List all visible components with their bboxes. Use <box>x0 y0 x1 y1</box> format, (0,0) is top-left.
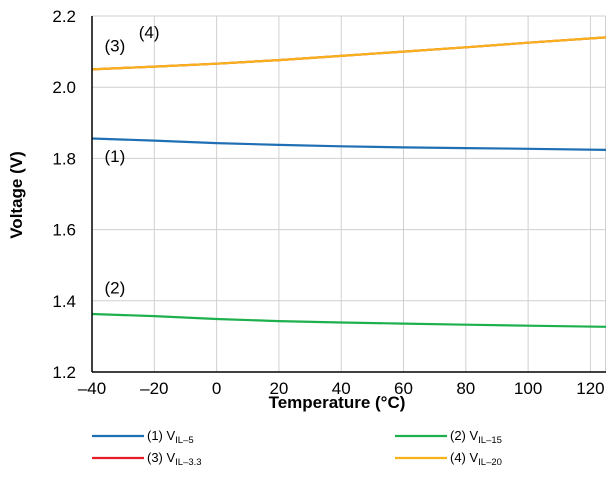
y-tick-label: 1.2 <box>52 363 76 382</box>
legend-entry: (4) VIL–20 <box>450 450 502 468</box>
y-tick-label: 2.0 <box>52 78 76 97</box>
series-annotations: (1) (2) (3) (4) <box>104 23 159 298</box>
y-axis-title: Voltage (V) <box>7 151 26 239</box>
axes <box>91 16 606 373</box>
series-line <box>91 312 606 328</box>
x-tick-label: 80 <box>456 379 475 398</box>
y-tick-label: 2.2 <box>52 7 76 26</box>
x-tick-label: 100 <box>514 379 542 398</box>
x-axis-title: Temperature (°C) <box>269 393 406 412</box>
tick-labels: –40 –20 0 20 40 60 80 100 120 1.2 1.4 1.6 1.8 2.0 2.2 <box>52 7 604 398</box>
legend-entry: (2) VIL–15 <box>450 428 502 446</box>
series-line <box>91 36 606 71</box>
x-tick-label: 40 <box>332 379 351 398</box>
x-tick-label: –40 <box>78 379 106 398</box>
x-tick-label: –20 <box>140 379 168 398</box>
series-annotation: (4) <box>139 23 160 42</box>
series-annotation: (3) <box>104 37 125 56</box>
series-lines <box>91 36 606 328</box>
legend-entry: (1) VIL–5 <box>147 428 194 446</box>
legend: (1) VIL–5 (2) VIL–15 (3) VIL–3.3 (4) VIL–20 <box>92 428 502 468</box>
x-tick-label: 60 <box>394 379 413 398</box>
y-tick-label: 1.6 <box>52 221 76 240</box>
grid-lines <box>92 15 606 372</box>
legend-entry: (3) VIL–3.3 <box>147 450 202 468</box>
series-annotation: (1) <box>104 147 125 166</box>
y-tick-label: 1.8 <box>52 149 76 168</box>
series-annotation: (2) <box>104 279 125 298</box>
x-tick-label: 0 <box>212 379 221 398</box>
x-tick-label: 120 <box>576 379 604 398</box>
x-tick-label: 20 <box>269 379 288 398</box>
series-line <box>91 137 606 151</box>
y-tick-label: 1.4 <box>52 292 76 311</box>
